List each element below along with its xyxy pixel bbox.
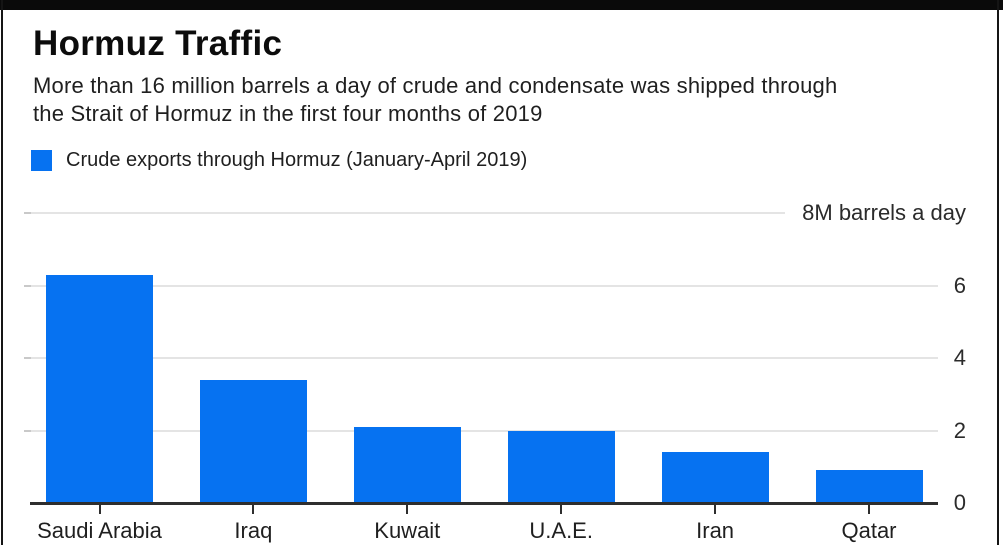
gridline-2 xyxy=(30,429,938,432)
y-axis-tick-6 xyxy=(24,284,31,287)
bar-qatar xyxy=(815,470,923,502)
x-axis-tick-iraq xyxy=(252,505,255,514)
x-label-iraq: Iraq xyxy=(234,518,273,543)
ytick-label-4: 4 xyxy=(953,345,966,370)
ytick-label-0: 0 xyxy=(953,490,966,515)
chart-subtitle: More than 16 million barrels a day of cr… xyxy=(33,73,838,126)
gridline-8 xyxy=(30,212,785,214)
x-label-iran: Iran xyxy=(696,518,735,543)
ytick-label-8: 8M barrels a day xyxy=(802,200,966,225)
x-axis-tick-u-a-e xyxy=(560,505,563,514)
legend-label: Crude exports through Hormuz (January-Ap… xyxy=(66,148,528,171)
bar-kuwait xyxy=(353,426,461,502)
y-axis-tick-2 xyxy=(24,429,31,432)
x-axis-line xyxy=(30,502,938,505)
x-label-u-a-e: U.A.E. xyxy=(529,518,593,543)
ytick-label-2: 2 xyxy=(953,417,966,443)
legend: Crude exports through Hormuz (January-Ap… xyxy=(31,148,527,172)
gridline-6 xyxy=(30,284,938,287)
left-border-line xyxy=(1,0,3,545)
bar-iraq xyxy=(199,379,307,502)
bar-iran xyxy=(661,452,769,502)
chart-title: Hormuz Traffic xyxy=(33,24,283,63)
right-border-line xyxy=(997,0,999,545)
legend-swatch-icon xyxy=(31,149,52,171)
x-axis-tick-saudi-arabia xyxy=(98,505,101,514)
y-axis-tick-8 xyxy=(24,212,31,214)
gridline-4 xyxy=(30,357,938,359)
x-axis-tick-iran xyxy=(714,505,717,514)
x-label-saudi-arabia: Saudi Arabia xyxy=(37,518,162,543)
bar-u-a-e xyxy=(507,430,615,502)
top-border-bar xyxy=(0,0,1003,10)
x-label-kuwait: Kuwait xyxy=(374,518,441,543)
x-label-qatar: Qatar xyxy=(841,518,897,543)
x-axis-tick-qatar xyxy=(868,505,870,514)
bar-saudi-arabia xyxy=(46,274,153,502)
x-axis-tick-kuwait xyxy=(406,505,409,514)
ytick-label-6: 6 xyxy=(953,272,966,298)
y-axis-tick-4 xyxy=(24,357,31,359)
